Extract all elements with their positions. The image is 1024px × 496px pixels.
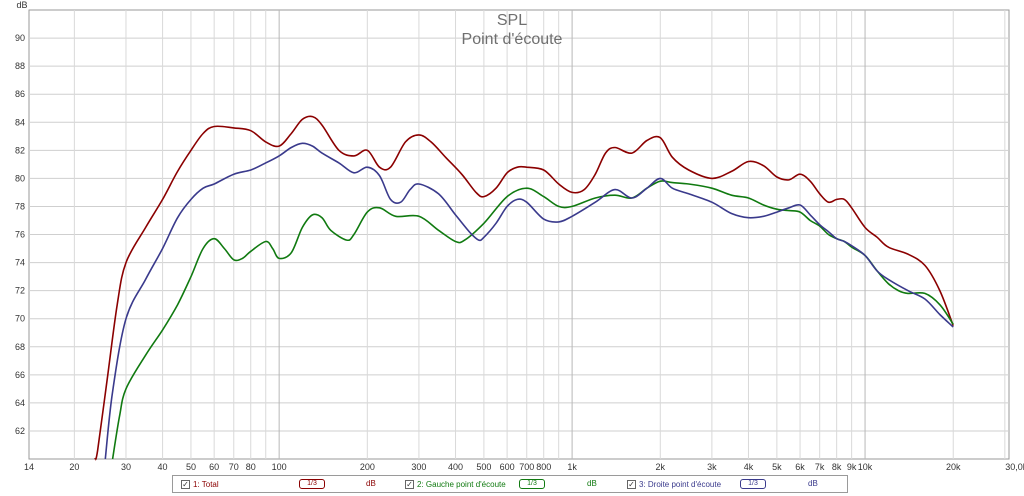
chart-title: SPL [497,12,527,29]
series-line-1 [94,115,954,461]
series-layer [94,115,954,461]
y-tick-label: 74 [15,258,25,268]
y-tick-label: 76 [15,230,25,240]
legend-item-total[interactable]: ✓ 1: Total [181,476,219,492]
x-tick-label: 400 [448,462,463,472]
x-tick-label: 20k [946,462,961,472]
y-tick-label: 86 [15,89,25,99]
x-tick-label: 500 [476,462,491,472]
chart-subtitle: Point d'écoute [462,31,563,48]
legend-item-gauche[interactable]: ✓ 2: Gauche point d'écoute [405,476,506,492]
legend-label-total: 1: Total [193,479,219,489]
x-tick-label: 300 [411,462,426,472]
x-tick-label: 100 [272,462,287,472]
legend-checkbox-total[interactable]: ✓ [181,479,190,489]
x-tick-label: 2k [656,462,666,472]
y-tick-label: 90 [15,33,25,43]
y-tick-label: 64 [15,398,25,408]
x-tick-label: 700 [519,462,534,472]
spl-chart: 62 64 66 68 70 72 74 76 78 80 82 84 86 88 90 14 20 30 40 5… [15,0,1024,472]
legend: ✓ 1: Total 1/3 dB ✓ 2: Gauche point d'éc… [172,475,848,493]
x-tick-label: 600 [500,462,515,472]
x-tick-label: 8k [832,462,842,472]
y-tick-label: 62 [15,426,25,436]
y-axis-label: dB [16,0,27,10]
unit-label-droite: dB [808,479,818,488]
y-tick-label: 88 [15,61,25,71]
x-tick-label: 5k [772,462,782,472]
legend-checkbox-gauche[interactable]: ✓ [405,479,414,489]
x-tick-label: 80 [246,462,256,472]
x-tick-label: 1k [567,462,577,472]
x-tick-label: 200 [360,462,375,472]
series-line-3 [104,142,954,460]
legend-label-gauche: 2: Gauche point d'écoute [417,479,506,489]
smoothing-button-gauche[interactable]: 1/3 [519,479,545,489]
legend-checkbox-droite[interactable]: ✓ [627,479,636,489]
y-tick-label: 80 [15,173,25,183]
y-tick-label: 66 [15,370,25,380]
y-tick-label: 70 [15,314,25,324]
x-tick-label: 9k [847,462,857,472]
grid-lines [29,10,1009,459]
y-tick-label: 78 [15,201,25,211]
y-tick-label: 82 [15,145,25,155]
x-tick-label: 70 [229,462,239,472]
y-tick-label: 72 [15,286,25,296]
x-tick-label: 800 [536,462,551,472]
legend-item-droite[interactable]: ✓ 3: Droite point d'écoute [627,476,721,492]
y-tick-labels: 62 64 66 68 70 72 74 76 78 80 82 84 86 88 90 [15,33,25,436]
x-tick-labels: 14 20 30 40 50 60 70 80 100 200 300 400 500 600 700 800… [24,462,1024,472]
unit-label-total: dB [366,479,376,488]
x-tick-label: 6k [795,462,805,472]
y-tick-label: 84 [15,117,25,127]
x-tick-label: 7k [815,462,825,472]
smoothing-button-droite[interactable]: 1/3 [740,479,766,489]
x-tick-label: 40 [158,462,168,472]
x-tick-label: 50 [186,462,196,472]
x-tick-label: 20 [69,462,79,472]
legend-label-droite: 3: Droite point d'écoute [639,479,722,489]
x-tick-label: 10k [858,462,873,472]
unit-label-gauche: dB [587,479,597,488]
y-tick-label: 68 [15,342,25,352]
x-tick-label: 14 [24,462,34,472]
x-tick-label: 30 [121,462,131,472]
x-tick-label: 4k [744,462,754,472]
x-tick-label: 3k [707,462,717,472]
x-tick-label: 60 [209,462,219,472]
x-tick-label: 30,0k Hz [1005,462,1024,472]
series-line-2 [111,180,954,460]
smoothing-button-total[interactable]: 1/3 [299,479,325,489]
